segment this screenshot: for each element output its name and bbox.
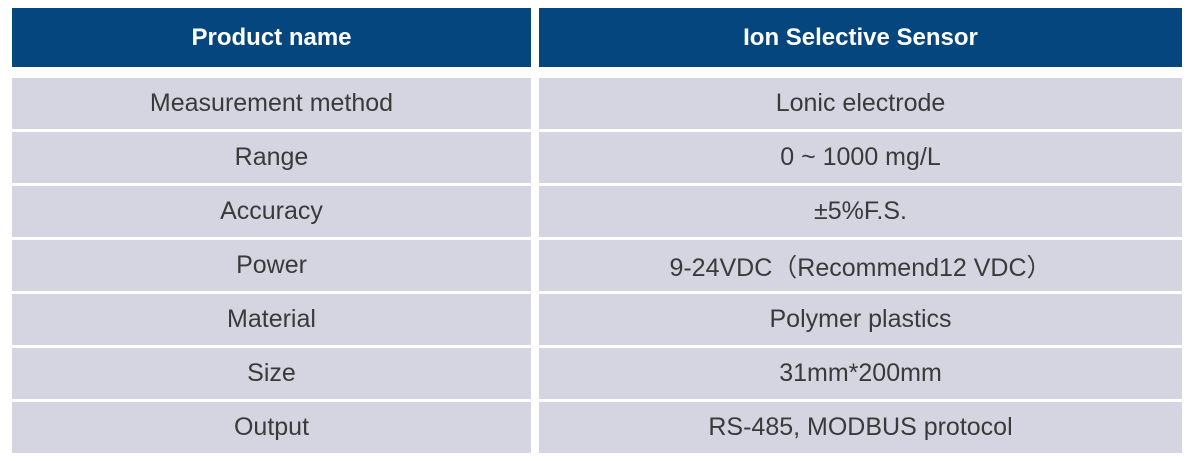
table-row: Measurement method Lonic electrode xyxy=(12,78,1182,129)
row-label: Material xyxy=(12,294,531,345)
row-label: Accuracy xyxy=(12,186,531,237)
table-header-row: Product name Ion Selective Sensor xyxy=(12,8,1182,67)
header-product-value: Ion Selective Sensor xyxy=(539,8,1182,67)
table-row: Size 31mm*200mm xyxy=(12,348,1182,399)
table-row: Accuracy ±5%F.S. xyxy=(12,186,1182,237)
row-label: Measurement method xyxy=(12,78,531,129)
row-value: RS-485, MODBUS protocol xyxy=(539,402,1182,453)
table-row: Output RS-485, MODBUS protocol xyxy=(12,402,1182,453)
row-label: Output xyxy=(12,402,531,453)
row-value: 0 ~ 1000 mg/L xyxy=(539,132,1182,183)
row-value: ±5%F.S. xyxy=(539,186,1182,237)
table-row: Material Polymer plastics xyxy=(12,294,1182,345)
row-value: Polymer plastics xyxy=(539,294,1182,345)
spec-table: Product name Ion Selective Sensor Measur… xyxy=(12,8,1182,456)
header-product-name: Product name xyxy=(12,8,531,67)
row-label: Size xyxy=(12,348,531,399)
row-label: Range xyxy=(12,132,531,183)
row-value: 31mm*200mm xyxy=(539,348,1182,399)
table-row: Power 9-24VDC（Recommend12 VDC） xyxy=(12,240,1182,291)
row-value: Lonic electrode xyxy=(539,78,1182,129)
table-row: Range 0 ~ 1000 mg/L xyxy=(12,132,1182,183)
row-value: 9-24VDC（Recommend12 VDC） xyxy=(539,240,1182,291)
row-label: Power xyxy=(12,240,531,291)
